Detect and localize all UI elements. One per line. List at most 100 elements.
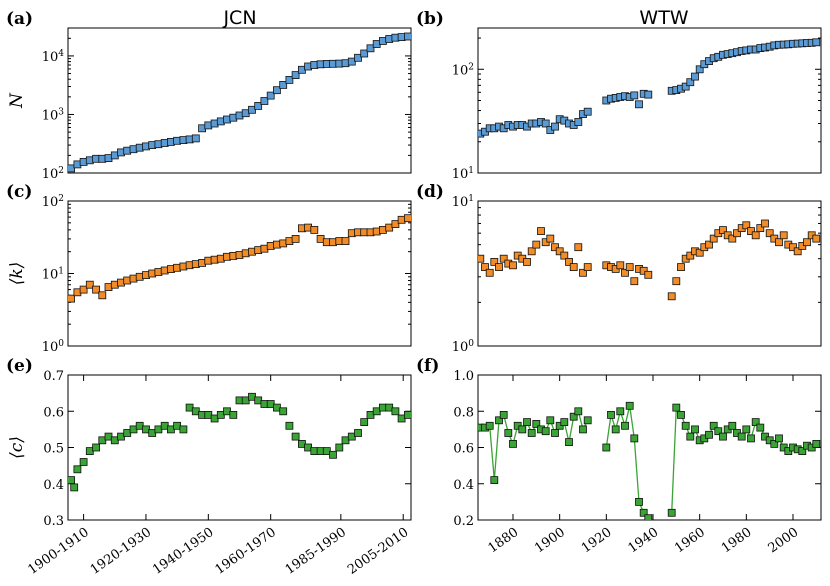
data-point bbox=[560, 418, 569, 427]
data-point bbox=[621, 268, 629, 277]
data-point bbox=[667, 508, 676, 517]
data-point bbox=[254, 102, 263, 110]
y-tick-label: 0.5 bbox=[43, 442, 64, 457]
data-point bbox=[527, 247, 536, 256]
y-tick-label: 101 bbox=[42, 267, 64, 283]
data-point bbox=[635, 100, 643, 109]
data-point bbox=[607, 410, 615, 419]
data-point bbox=[279, 81, 288, 89]
data-point bbox=[490, 476, 499, 485]
y-axis-label: ⟨k⟩ bbox=[7, 262, 27, 286]
data-point bbox=[798, 447, 807, 456]
panel-d: 100 101 (d) bbox=[416, 182, 822, 355]
data-point bbox=[569, 263, 578, 272]
data-point bbox=[565, 257, 573, 266]
data-point bbox=[555, 247, 564, 256]
data-point bbox=[714, 427, 723, 436]
data-point bbox=[360, 418, 369, 427]
data-point bbox=[541, 119, 550, 128]
data-point bbox=[728, 421, 737, 430]
data-point bbox=[579, 268, 587, 277]
data-point bbox=[686, 432, 695, 441]
data-point bbox=[583, 416, 592, 425]
data-point bbox=[495, 263, 503, 272]
x-tick-label: 1960 bbox=[672, 525, 708, 556]
data-point bbox=[681, 421, 690, 430]
data-point bbox=[579, 425, 587, 434]
data-point bbox=[602, 443, 611, 452]
plot-frame bbox=[477, 374, 822, 521]
data-point bbox=[551, 122, 559, 131]
series-line bbox=[605, 405, 649, 519]
data-point bbox=[756, 423, 765, 432]
data-point bbox=[68, 164, 75, 173]
data-point bbox=[291, 71, 300, 79]
data-point bbox=[681, 82, 690, 91]
data-point bbox=[68, 476, 75, 485]
data-layer bbox=[478, 219, 821, 301]
y-tick-label: 0.7 bbox=[43, 369, 64, 384]
y-tick-label: 103 bbox=[42, 107, 65, 123]
data-point bbox=[518, 425, 527, 434]
data-point bbox=[779, 231, 788, 240]
data-point bbox=[639, 266, 648, 275]
data-point bbox=[537, 227, 545, 236]
data-point bbox=[485, 268, 494, 277]
data-point bbox=[644, 90, 653, 99]
y-tick-label: 102 bbox=[42, 194, 64, 210]
data-point bbox=[686, 251, 695, 260]
data-point bbox=[291, 432, 300, 441]
data-point bbox=[765, 229, 774, 238]
data-point bbox=[691, 72, 699, 81]
data-point bbox=[79, 285, 88, 294]
data-point bbox=[630, 91, 639, 100]
data-point bbox=[705, 240, 713, 249]
data-point bbox=[616, 407, 625, 416]
data-point bbox=[793, 247, 802, 256]
data-point bbox=[751, 231, 760, 240]
data-point bbox=[583, 263, 592, 272]
data-point bbox=[403, 410, 411, 419]
data-point bbox=[291, 234, 300, 243]
data-point bbox=[803, 238, 811, 247]
x-tick-label: 1920 bbox=[579, 525, 615, 556]
data-point bbox=[569, 412, 578, 421]
data-point bbox=[616, 261, 625, 270]
data-point bbox=[695, 248, 704, 257]
data-point bbox=[635, 497, 643, 506]
data-point bbox=[366, 44, 375, 53]
data-point bbox=[737, 432, 746, 441]
data-point bbox=[523, 418, 531, 427]
data-point bbox=[285, 76, 294, 84]
y-tick-label: 0.6 bbox=[43, 405, 64, 420]
data-point bbox=[546, 416, 555, 425]
y-tick-label: 102 bbox=[42, 166, 64, 182]
x-tick-label: 2000 bbox=[766, 525, 802, 556]
y-tick-label: 0.4 bbox=[453, 478, 474, 493]
data-point bbox=[719, 226, 727, 235]
data-point bbox=[354, 53, 362, 62]
y-tick-label: 0.6 bbox=[453, 442, 474, 457]
data-point bbox=[98, 291, 107, 300]
data-point bbox=[672, 403, 681, 412]
data-point bbox=[677, 410, 685, 419]
plot-frame bbox=[67, 27, 412, 174]
panel-b: 101 102 (b) WTW bbox=[416, 7, 822, 182]
data-point bbox=[79, 458, 88, 466]
plot-frame bbox=[477, 200, 822, 347]
data-point bbox=[611, 425, 620, 434]
data-point bbox=[70, 483, 79, 492]
data-point bbox=[560, 251, 569, 260]
data-point bbox=[546, 234, 555, 243]
y-tick-label: 0.3 bbox=[43, 514, 64, 529]
data-point bbox=[509, 439, 517, 448]
data-point bbox=[574, 243, 583, 252]
data-point bbox=[686, 78, 695, 87]
data-point bbox=[625, 263, 634, 272]
data-point bbox=[499, 410, 508, 419]
data-layer bbox=[478, 401, 821, 520]
data-point bbox=[504, 429, 513, 437]
data-point bbox=[92, 443, 100, 452]
data-point bbox=[709, 234, 718, 243]
